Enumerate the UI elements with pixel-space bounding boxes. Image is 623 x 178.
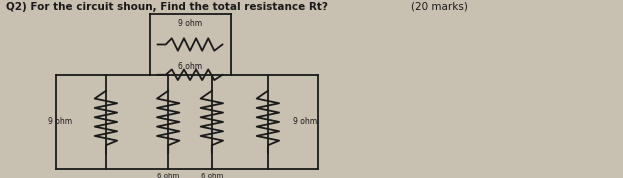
Text: 9 ohm: 9 ohm: [178, 19, 202, 28]
Text: 6 ohm: 6 ohm: [201, 173, 223, 178]
Text: (20 marks): (20 marks): [411, 2, 468, 12]
Text: 9 ohm: 9 ohm: [47, 117, 72, 126]
Text: 6 ohm: 6 ohm: [157, 173, 179, 178]
Text: Q2) For the circuit shoun, Find the total resistance Rt?: Q2) For the circuit shoun, Find the tota…: [6, 2, 328, 12]
Text: 6 ohm: 6 ohm: [178, 62, 202, 71]
Text: 9 ohm: 9 ohm: [293, 117, 317, 126]
